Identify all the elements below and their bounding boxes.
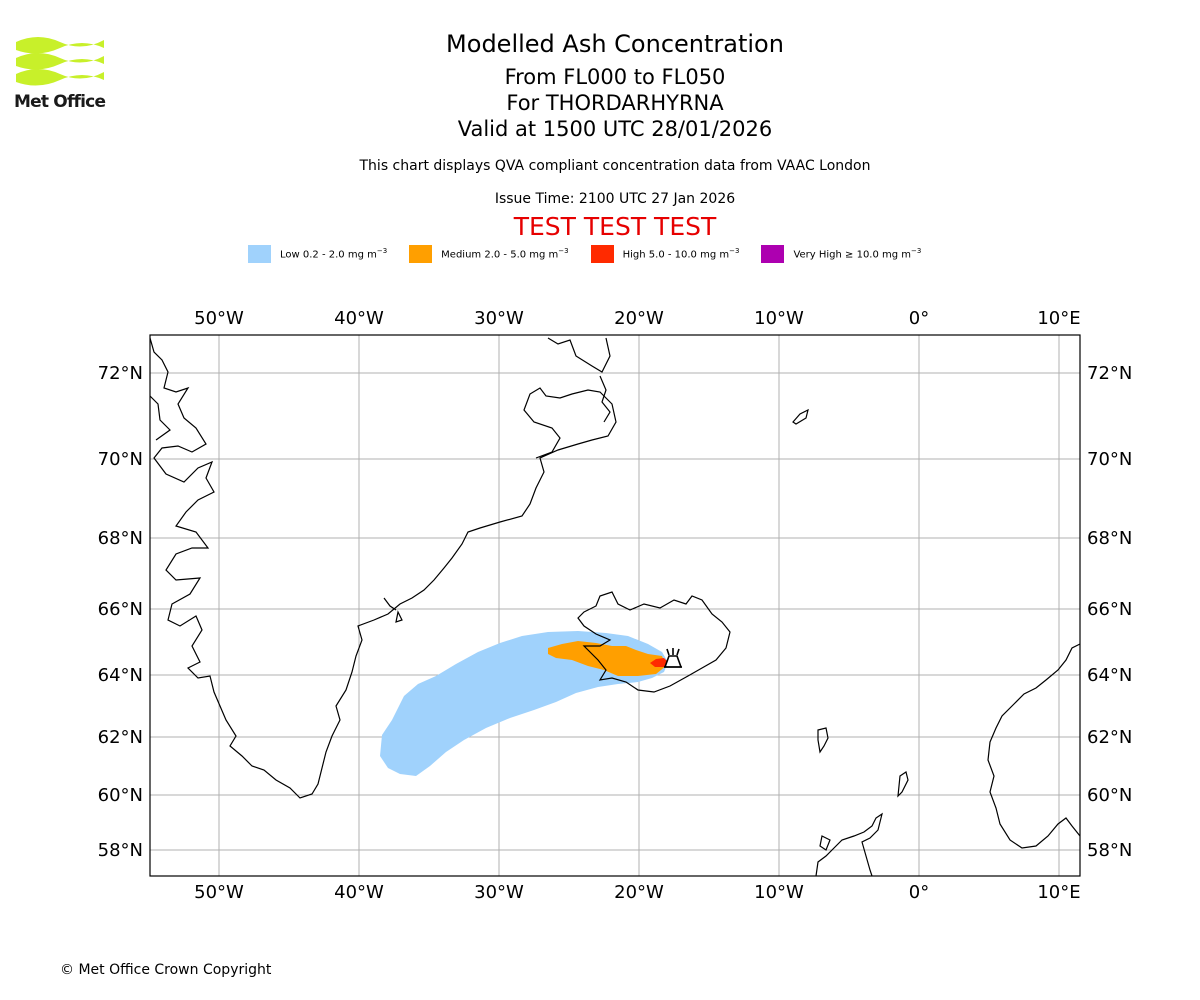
greenland-fjord-3 xyxy=(599,375,611,423)
lat-labels-right: 72°N 70°N 68°N 66°N 64°N 62°N 60°N 58°N xyxy=(1087,363,1132,861)
valid-time: Valid at 1500 UTC 28/01/2026 xyxy=(457,117,773,141)
test-banner: TEST TEST TEST xyxy=(513,212,717,241)
iceland-coast xyxy=(577,591,731,693)
legend-swatch-low xyxy=(248,245,271,263)
met-office-logo xyxy=(16,37,104,86)
legend-label-high: High 5.0 - 10.0 mg m xyxy=(622,249,730,261)
volcano-name: For THORDARHYRNA xyxy=(506,91,724,115)
lon-label: 10°W xyxy=(754,882,804,903)
lon-label: 20°W xyxy=(614,308,664,329)
lat-label: 72°N xyxy=(98,363,143,384)
lat-label: 58°N xyxy=(98,840,143,861)
greenland-fjord-1 xyxy=(149,395,171,441)
lon-label: 40°W xyxy=(334,308,384,329)
coastlines xyxy=(149,337,1081,877)
greenland-north-coast xyxy=(547,337,611,373)
lat-label: 60°N xyxy=(1087,785,1132,806)
lat-label: 70°N xyxy=(1087,449,1132,470)
greenland-coast xyxy=(149,337,617,799)
lon-label: 10°W xyxy=(754,308,804,329)
legend-item-high: High 5.0 - 10.0 mg m−3 xyxy=(590,245,740,263)
lon-label: 20°W xyxy=(614,882,664,903)
legend-swatch-high xyxy=(590,245,614,263)
greenland-island xyxy=(395,610,403,623)
legend-unit-exponent: −3 xyxy=(729,247,740,256)
lon-label: 30°W xyxy=(474,882,524,903)
lon-labels-bottom: 50°W 40°W 30°W 20°W 10°W 0° 10°E xyxy=(194,882,1080,903)
lat-labels-left: 72°N 70°N 68°N 66°N 64°N 62°N 60°N 58°N xyxy=(98,363,143,861)
norway-coast xyxy=(987,643,1081,849)
lon-label: 30°W xyxy=(474,308,524,329)
hebrides-coast xyxy=(819,835,831,851)
lon-labels-top: 50°W 40°W 30°W 20°W 10°W 0° 10°E xyxy=(194,308,1080,329)
legend-item-low: Low 0.2 - 2.0 mg m−3 xyxy=(248,245,387,263)
lat-label: 60°N xyxy=(98,785,143,806)
lat-label: 70°N xyxy=(98,449,143,470)
lat-label: 68°N xyxy=(98,528,143,549)
lon-label: 50°W xyxy=(194,882,244,903)
legend-item-very-high: Very High ≥ 10.0 mg m−3 xyxy=(761,245,921,263)
legend-unit-exponent: −3 xyxy=(558,247,569,256)
lat-label: 68°N xyxy=(1087,528,1132,549)
lat-label: 64°N xyxy=(98,665,143,686)
legend-unit-exponent: −3 xyxy=(911,247,922,256)
flight-levels: From FL000 to FL050 xyxy=(504,65,726,89)
lon-label: 10°E xyxy=(1037,308,1080,329)
lat-label: 64°N xyxy=(1087,665,1132,686)
legend-item-medium: Medium 2.0 - 5.0 mg m−3 xyxy=(409,245,569,263)
legend-unit-exponent: −3 xyxy=(376,247,388,256)
legend-label-low: Low 0.2 - 2.0 mg m xyxy=(280,249,377,261)
lon-label: 50°W xyxy=(194,308,244,329)
volcano-icon xyxy=(663,648,683,668)
ash-high-region xyxy=(650,658,668,667)
legend-swatch-medium xyxy=(409,245,433,263)
faroe-islands-coast xyxy=(817,727,829,754)
lat-label: 66°N xyxy=(98,599,143,620)
greenland-fjord-2 xyxy=(383,597,397,611)
legend-label-medium: Medium 2.0 - 5.0 mg m xyxy=(441,249,559,261)
lat-label: 72°N xyxy=(1087,363,1132,384)
lon-label: 40°W xyxy=(334,882,384,903)
source-note: This chart displays QVA compliant concen… xyxy=(359,158,871,174)
chart-title: Modelled Ash Concentration xyxy=(446,30,784,58)
map-frame xyxy=(150,335,1080,876)
legend-label-very-high: Very High ≥ 10.0 mg m xyxy=(793,249,912,261)
logo-text: Met Office xyxy=(14,92,106,112)
scotland-coast xyxy=(815,812,883,877)
shetland-coast xyxy=(897,771,909,798)
lat-label: 62°N xyxy=(98,727,143,748)
copyright-notice: © Met Office Crown Copyright xyxy=(60,962,272,978)
lon-label: 10°E xyxy=(1037,882,1080,903)
lat-label: 58°N xyxy=(1087,840,1132,861)
lat-label: 66°N xyxy=(1087,599,1132,620)
legend: Low 0.2 - 2.0 mg m−3 Medium 2.0 - 5.0 mg… xyxy=(248,244,943,264)
issue-time: Issue Time: 2100 UTC 27 Jan 2026 xyxy=(494,191,736,207)
lon-label: 0° xyxy=(909,308,929,329)
lon-label: 0° xyxy=(909,882,929,903)
ash-medium-region xyxy=(548,641,666,676)
lat-label: 62°N xyxy=(1087,727,1132,748)
jan-mayen-coast xyxy=(792,408,809,425)
legend-swatch-very-high xyxy=(761,245,785,263)
